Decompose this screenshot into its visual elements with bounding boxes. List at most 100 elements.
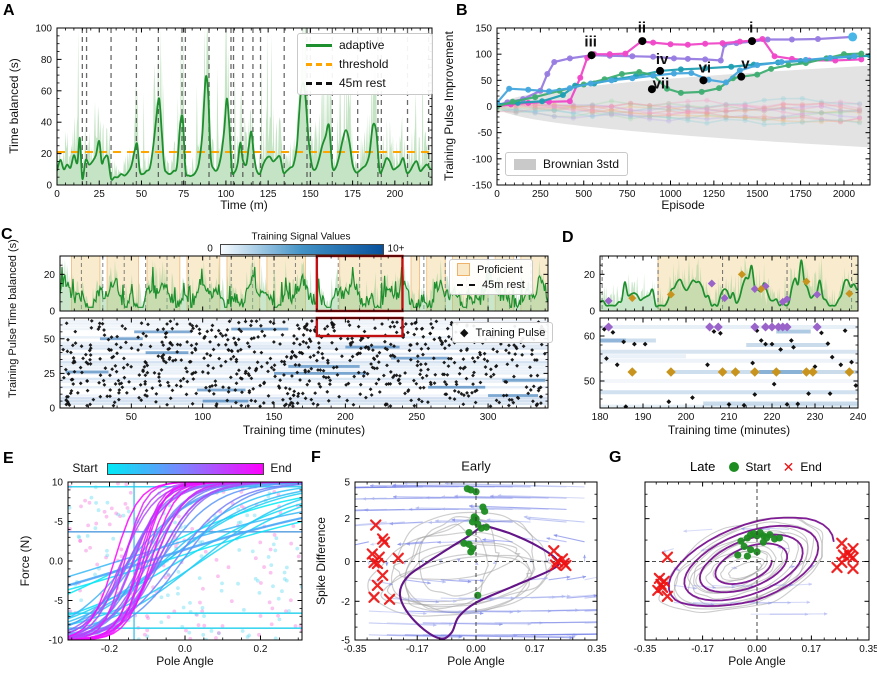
tick-label: 50	[126, 412, 138, 423]
tick-label: -100	[472, 154, 492, 165]
tick-label: 60	[584, 332, 596, 343]
tick-label: 150	[266, 412, 283, 423]
tick-label: 0.35	[859, 644, 877, 655]
e-ylabel: Force (N)	[18, 535, 32, 587]
c-colorbar-title: Training Signal Values	[251, 231, 351, 243]
annotation-vii: vii	[653, 76, 670, 93]
panel-d-letter: D	[562, 229, 574, 246]
tick-label: 0	[494, 189, 500, 200]
c-bottom-ylabel: Training Pulse	[7, 328, 19, 398]
tick-label: 0.00	[466, 644, 486, 655]
tick-label: 0	[49, 404, 55, 415]
e-xlabel: Pole Angle	[156, 654, 214, 668]
panel-e: -0.2 0.0 0.2 10 -5 0.0 -5 -10	[49, 478, 303, 655]
tick-label: 5	[344, 478, 350, 489]
panel-a: 0 25 50 75 100 125 150 175 200 0 20 40 60 80 100	[35, 24, 433, 200]
tick-label: 20	[44, 270, 56, 281]
tick-label: 190	[635, 412, 652, 423]
tick-label: 10	[52, 478, 64, 489]
c-colorbar-min: 0	[207, 243, 213, 255]
panel-a-letter: A	[3, 2, 15, 19]
adaptive-line-icon	[306, 43, 332, 47]
g-xlabel: Pole Angle	[728, 654, 786, 668]
tick-label: 100	[35, 24, 52, 35]
training-pulse-diamond-icon: ◆	[460, 327, 469, 339]
g-legend-start-label: Start	[745, 459, 771, 474]
tick-label: -150	[472, 181, 492, 192]
panel-d: 0 20 180 190 200 210 220 230 240 50 60	[584, 255, 867, 423]
tick-label: 2000	[833, 189, 856, 200]
annotation-iii: iii	[584, 34, 597, 51]
c-xlabel: Training time (minutes)	[242, 423, 366, 437]
tick-label: -0.17	[406, 644, 429, 655]
a-legend-rest: 45m rest	[339, 76, 386, 90]
tick-label: 60	[41, 86, 53, 97]
tick-label: 50	[481, 76, 493, 87]
tick-label: 75	[178, 189, 190, 200]
panel-c: 0 20 50 100 150 200 250 300 0 25 50	[44, 254, 549, 423]
g-title: Late	[690, 459, 716, 474]
tick-label: 2	[344, 514, 350, 525]
tick-label: 0	[49, 307, 55, 318]
tick-label: 100	[218, 189, 235, 200]
b-legend-brownian: Brownian 3std	[543, 157, 620, 171]
threshold-line-icon	[306, 62, 332, 66]
c-top-ylabel: Time balanced (s)	[7, 239, 19, 327]
c-legend-proficient: Proficient	[477, 263, 523, 276]
tick-label: -2	[341, 597, 350, 608]
tick-label: 1500	[746, 189, 769, 200]
tick-label: 25	[44, 369, 56, 380]
c-top-legend: Proficient 45m rest	[449, 259, 533, 295]
tick-label: -5	[54, 596, 63, 607]
f-xlabel: Pole Angle	[447, 654, 505, 668]
c-bottom-legend: ◆ Training Pulse	[452, 322, 554, 343]
f-title: Early	[461, 458, 491, 474]
annotation-iv: iv	[656, 51, 669, 68]
tick-label: 0	[589, 307, 595, 318]
tick-label: 250	[532, 189, 549, 200]
tick-label: 220	[764, 412, 781, 423]
tick-label: -50	[478, 128, 493, 139]
tick-label: -0.35	[634, 644, 657, 655]
tick-label: 200	[386, 189, 403, 200]
tick-label: 0.17	[802, 644, 822, 655]
tick-label: 1750	[789, 189, 812, 200]
b-legend: Brownian 3std	[505, 152, 629, 176]
tick-label: -0.2	[101, 644, 119, 655]
tick-label: 750	[619, 189, 636, 200]
g-legend: Late Start ✕ End	[690, 459, 822, 474]
c-colorbar-max: 10+	[387, 243, 405, 255]
tick-label: 0.35	[587, 644, 607, 655]
a-legend: adaptive threshold 45m rest	[297, 33, 433, 95]
tick-label: -10	[49, 636, 64, 647]
tick-label: 80	[41, 55, 53, 66]
b-xlabel: Episode	[661, 198, 705, 212]
tick-label: 50	[584, 377, 596, 388]
e-colorbar-start: Start	[72, 461, 98, 475]
tick-label: 180	[592, 412, 609, 423]
tick-label: 100	[194, 412, 211, 423]
brownian-patch-icon	[514, 158, 536, 170]
tick-label: 0	[46, 181, 52, 192]
tick-label: 50	[44, 334, 56, 345]
tick-label: 0.0	[178, 644, 192, 655]
end-x-icon: ✕	[782, 458, 795, 475]
annotation-v: v	[741, 56, 750, 73]
tick-label: 150	[475, 24, 492, 35]
tick-label: 200	[337, 412, 354, 423]
panel-f: -0.35 -0.17 0.00 0.17 0.35 5 2 0 -2 -5	[341, 478, 607, 656]
tick-label: 1000	[659, 189, 682, 200]
tick-label: 175	[344, 189, 361, 200]
a-legend-threshold: threshold	[339, 57, 389, 71]
tick-label: 250	[408, 412, 425, 423]
tick-label: -0.17	[691, 644, 714, 655]
tick-label: 0	[344, 557, 350, 568]
tick-label: 0	[54, 189, 60, 200]
tick-label: -5	[341, 636, 350, 647]
tick-label: 500	[575, 189, 592, 200]
annotation-vi: vi	[699, 59, 712, 76]
panel-e-letter: E	[3, 450, 14, 467]
